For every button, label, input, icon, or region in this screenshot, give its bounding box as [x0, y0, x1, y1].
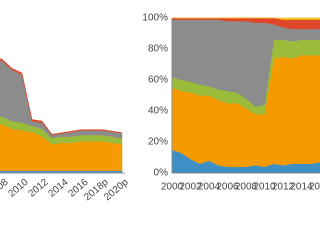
y-tick-label: 100%: [142, 13, 168, 24]
x-tick-label: 2010: [7, 177, 31, 200]
x-tick-label: 20: [309, 182, 320, 193]
y-tick-label: 40%: [148, 106, 168, 117]
y-tick-label: 0%: [154, 168, 169, 179]
y-tick-label: 20%: [148, 137, 168, 148]
x-tick-label: 2010: [253, 182, 276, 193]
x-tick-label: 2008: [235, 182, 258, 193]
area: [0, 58, 123, 136]
chart: 0820102012201420162018p2020p0%20%40%60%8…: [0, 13, 320, 203]
y-tick-label: 80%: [148, 44, 168, 55]
x-tick-label: 2014: [47, 177, 71, 200]
x-tick-label: 2006: [216, 182, 239, 193]
x-tick-label: 2012: [272, 182, 295, 193]
x-tick-label: 2000: [161, 182, 184, 193]
x-tick-label: 2004: [198, 182, 221, 193]
x-tick-label: 2012: [27, 177, 51, 200]
x-tick-label: 2014: [290, 182, 313, 193]
y-tick-label: 60%: [148, 75, 168, 86]
x-tick-label: 08: [0, 177, 11, 193]
x-tick-label: 2002: [179, 182, 202, 193]
area: [172, 17, 320, 20]
